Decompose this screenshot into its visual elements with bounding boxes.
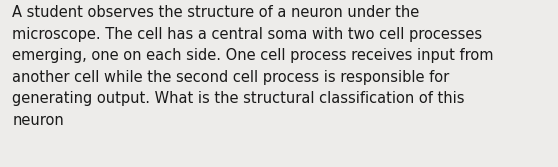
Text: A student observes the structure of a neuron under the
microscope. The cell has : A student observes the structure of a ne…: [12, 5, 494, 128]
